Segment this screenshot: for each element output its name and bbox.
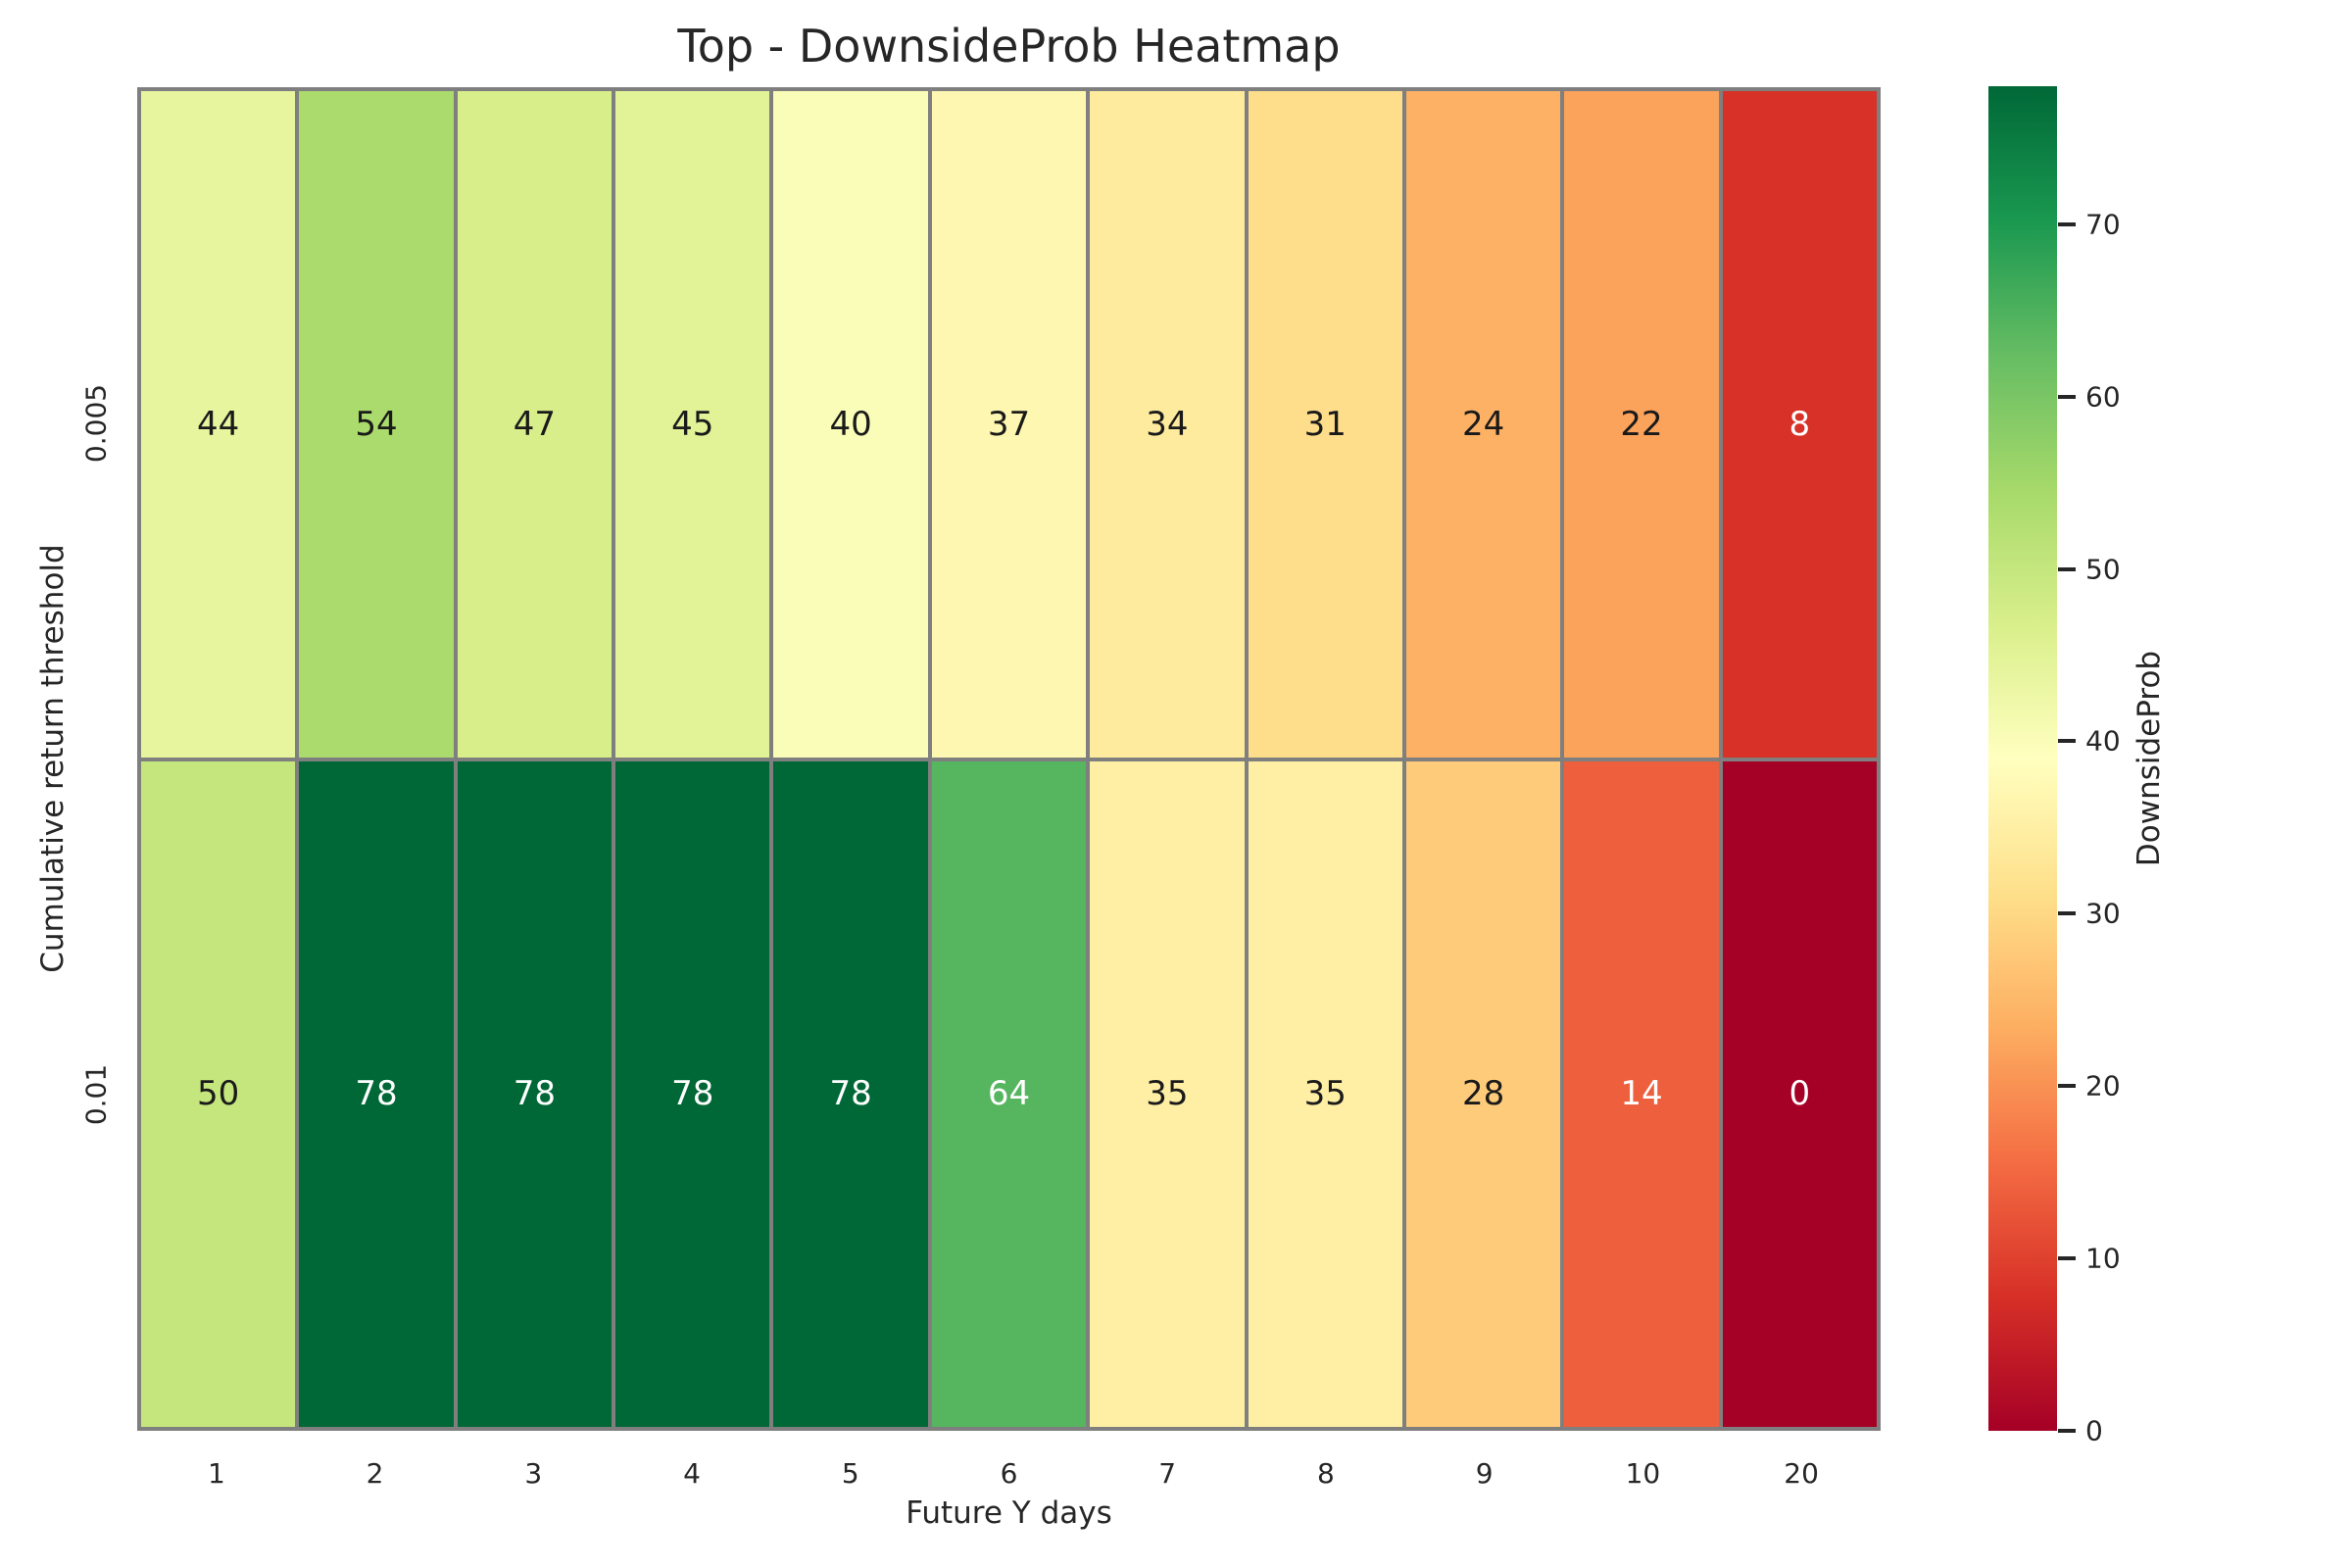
- colorbar-label: DownsideProb: [2132, 650, 2167, 867]
- cell-value: 47: [513, 404, 557, 444]
- colorbar-tick-mark: [2058, 911, 2076, 916]
- colorbar-tick-label: 20: [2085, 1069, 2121, 1102]
- heatmap-cell: 8: [1722, 91, 1877, 758]
- colorbar-tick-mark: [2058, 739, 2076, 744]
- cell-value: 34: [1146, 404, 1189, 444]
- x-tick-label: 20: [1784, 1457, 1819, 1490]
- heatmap-cell: 78: [457, 760, 612, 1427]
- colorbar-tick-mark: [2058, 1256, 2076, 1261]
- heatmap-cell: 78: [299, 760, 454, 1427]
- chart-title: Top - DownsideProb Heatmap: [677, 20, 1341, 73]
- x-tick-label: 6: [1000, 1457, 1018, 1490]
- heatmap-cell: 0: [1722, 760, 1877, 1427]
- heatmap-cell: 22: [1564, 91, 1719, 758]
- cell-value: 31: [1303, 404, 1347, 444]
- cell-value: 78: [671, 1074, 714, 1114]
- heatmap-cell: 31: [1248, 91, 1402, 758]
- x-axis-label: Future Y days: [906, 1495, 1112, 1531]
- cell-value: 37: [987, 404, 1031, 444]
- x-tick-label: 3: [524, 1457, 543, 1490]
- colorbar-tick-label: 40: [2085, 724, 2121, 758]
- heatmap-grid: 44 54 47 45 40 37 34 31 24 22 8 50 78 78 78 78 64 35 35 28 1…: [137, 87, 1881, 1431]
- x-tick-label: 8: [1317, 1457, 1335, 1490]
- colorbar-tick-label: 70: [2085, 208, 2121, 241]
- cell-value: 44: [197, 404, 240, 444]
- cell-value: 0: [1788, 1074, 1811, 1114]
- heatmap-cell: 28: [1405, 760, 1561, 1427]
- colorbar-tick-mark: [2058, 1084, 2076, 1089]
- x-tick-label: 10: [1625, 1457, 1661, 1490]
- heatmap-cell: 35: [1248, 760, 1402, 1427]
- x-tick-label: 4: [683, 1457, 701, 1490]
- cell-value: 35: [1303, 1074, 1347, 1114]
- cell-value: 45: [671, 404, 714, 444]
- y-tick-label: 0.01: [79, 1064, 113, 1126]
- cell-value: 14: [1620, 1074, 1663, 1114]
- heatmap-cell: 47: [457, 91, 612, 758]
- y-axis-label: Cumulative return threshold: [35, 544, 71, 973]
- heatmap-cell: 64: [931, 760, 1087, 1427]
- x-tick-label: 7: [1158, 1457, 1177, 1490]
- x-tick-label: 5: [841, 1457, 859, 1490]
- colorbar-gradient: [1988, 86, 2057, 1431]
- x-tick-label: 9: [1475, 1457, 1494, 1490]
- heatmap-cell: 24: [1405, 91, 1561, 758]
- heatmap-cell: 45: [615, 91, 770, 758]
- colorbar-tick-label: 60: [2085, 380, 2121, 414]
- colorbar-tick-mark: [2058, 394, 2076, 399]
- y-tick-label: 0.005: [79, 383, 113, 463]
- heatmap-cell: 50: [141, 760, 296, 1427]
- cell-value: 78: [355, 1074, 398, 1114]
- heatmap-cell: 14: [1564, 760, 1719, 1427]
- cell-value: 78: [829, 1074, 872, 1114]
- x-tick-label: 1: [207, 1457, 225, 1490]
- heatmap-cell: 34: [1090, 91, 1245, 758]
- cell-value: 50: [197, 1074, 240, 1114]
- heatmap-cell: 78: [773, 760, 928, 1427]
- cell-value: 40: [829, 404, 872, 444]
- cell-value: 78: [513, 1074, 557, 1114]
- heatmap-cell: 78: [615, 760, 770, 1427]
- heatmap-cell: 40: [773, 91, 928, 758]
- colorbar-tick-label: 10: [2085, 1242, 2121, 1275]
- cell-value: 64: [987, 1074, 1031, 1114]
- colorbar-tick-label: 50: [2085, 553, 2121, 585]
- colorbar-tick-mark: [2058, 566, 2076, 571]
- heatmap-cell: 37: [931, 91, 1087, 758]
- cell-value: 28: [1461, 1074, 1505, 1114]
- cell-value: 8: [1788, 404, 1811, 444]
- cell-value: 54: [355, 404, 398, 444]
- heatmap-cell: 44: [141, 91, 296, 758]
- heatmap-cell: 54: [299, 91, 454, 758]
- cell-value: 22: [1620, 404, 1663, 444]
- cell-value: 24: [1461, 404, 1505, 444]
- cell-value: 35: [1146, 1074, 1189, 1114]
- colorbar-tick-label: 30: [2085, 897, 2121, 930]
- heatmap-cell: 35: [1090, 760, 1245, 1427]
- heatmap-plot: 44 54 47 45 40 37 34 31 24 22 8 50 78 78 78 78 64 35 35 28 1…: [137, 87, 1881, 1431]
- colorbar-tick-label: 0: [2085, 1414, 2103, 1447]
- colorbar-tick-mark: [2058, 1429, 2076, 1433]
- colorbar-tick-mark: [2058, 221, 2076, 226]
- x-tick-label: 2: [366, 1457, 384, 1490]
